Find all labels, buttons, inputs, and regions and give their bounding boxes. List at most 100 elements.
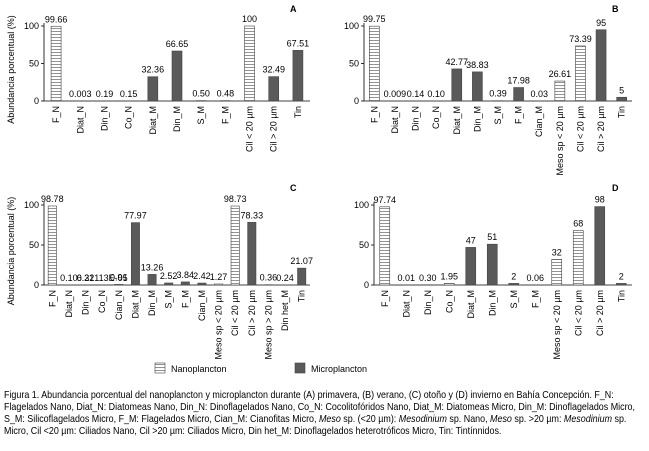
bar [451,68,463,102]
value-label: 3.84 [177,270,195,280]
x-tick-label: S_M [164,290,174,309]
value-label: 32 [552,247,562,257]
value-label: 100 [242,14,257,24]
bar [465,247,477,286]
value-label: 99.66 [45,14,68,24]
x-tick-label: Din_N [411,106,421,131]
x-tick-label: Cil < 20 µm [575,106,585,152]
bar [575,45,586,102]
value-label: 2 [619,271,624,281]
y-tick-label: 50 [29,59,39,69]
x-tick-label: Tin [293,106,303,118]
legend-swatch [294,362,306,374]
bar [369,25,380,102]
value-label: 1.27 [210,272,228,282]
panel: B 0 50 100 99.75 F_N 0.009 Diat_N 0.14 Din_N 0.10 C… [344,4,632,175]
x-tick-label: Diat_N [64,290,74,318]
value-label: 38.83 [466,60,489,70]
y-tick-label: 100 [344,21,359,31]
value-label: 73.39 [569,34,592,44]
caption-text: Meso [490,413,512,425]
y-tick-label: 0 [364,280,369,290]
value-label: 78.33 [241,210,264,220]
value-label: 0.06 [526,273,544,283]
value-label: 0.30 [419,273,437,283]
bar [230,205,240,286]
x-tick-label: Cil < 20 µm [230,290,240,336]
bar [114,283,124,286]
x-tick-label: Meso sp < 20 µm [555,106,565,175]
legend-label: Microplancton [311,364,367,374]
bar [572,230,584,286]
panel-label: B [612,4,619,14]
x-tick-label: Cil > 20 µm [247,290,257,336]
value-label: 32.36 [142,65,165,75]
value-label: 0.48 [217,89,235,99]
y-tick-label: 0 [34,96,39,106]
value-label: 0.24 [276,273,294,283]
x-tick-label: Cil > 20 µm [595,290,605,336]
x-tick-label: Cian_M [197,290,207,321]
panel-label: A [290,4,297,14]
legend-label: Nanoplancton [171,364,227,374]
bar [180,281,190,286]
value-label: 26.61 [549,69,572,79]
value-label: 2 [511,271,516,281]
value-label: 0.21 [77,273,95,283]
value-label: 0.14 [407,89,425,99]
x-tick-label: Diat_M [466,290,476,319]
value-label: 21.07 [290,256,313,266]
x-tick-label: Tin [617,106,627,118]
x-tick-label: Diat_N [401,290,411,318]
y-tick-label: 50 [29,240,39,250]
x-tick-label: Din_M [147,290,157,316]
x-tick-label: Meso sp > 20 µm [263,290,273,359]
y-axis-label: Abundancia porcentual (%) [6,197,16,306]
caption-text: sp. Nano, [446,413,491,425]
value-label: 77.97 [124,211,147,221]
x-tick-label: Co_N [124,106,134,129]
x-tick-label: Cian_M [534,106,544,137]
bar [443,283,455,286]
x-tick-label: Tin [297,290,307,302]
value-label: 0.36 [260,273,278,283]
x-tick-label: F_N [380,290,390,307]
value-label: 0.50 [192,89,210,99]
x-tick-label: Din_N [81,290,91,315]
bar [171,50,183,102]
x-tick-label: Cil < 20 µm [245,106,255,152]
x-tick-label: Cian_N [114,290,124,320]
bar [508,283,520,286]
bar [268,76,280,102]
value-label: 68 [573,219,583,229]
bar [551,259,563,286]
x-tick-label: Din_N [99,106,109,131]
x-tick-label: Cil > 20 µm [269,106,279,152]
y-tick-label: 0 [34,280,39,290]
legend-swatch [154,362,166,374]
x-tick-label: F_N [47,290,57,307]
value-label: 6.32113E-05 [77,273,128,283]
value-label: 97.74 [373,195,396,205]
x-tick-label: F_N [51,106,61,123]
y-tick-label: 100 [354,200,369,210]
x-tick-label: Cil > 20 µm [596,106,606,152]
x-tick-label: Din_N [423,290,433,315]
value-label: 0.03 [530,89,548,99]
bar [297,267,307,286]
bar [244,25,255,102]
value-label: 0.009 [384,89,407,99]
x-tick-label: Meso sp < 20 µm [552,290,562,359]
value-label: 5 [619,85,624,95]
x-tick-label: Din_M [487,290,497,316]
value-label: 47 [466,235,476,245]
x-tick-label: Co_N [444,290,454,313]
x-tick-label: Co_N [97,290,107,313]
y-tick-label: 50 [349,59,359,69]
bar [164,282,174,286]
value-label: 42.77 [446,57,469,67]
panel: A Abundancia porcentual (%) 0 50 100 99.66 F_N… [6,4,310,152]
value-label: 0.01 [397,273,415,283]
panel-label: C [290,183,297,193]
